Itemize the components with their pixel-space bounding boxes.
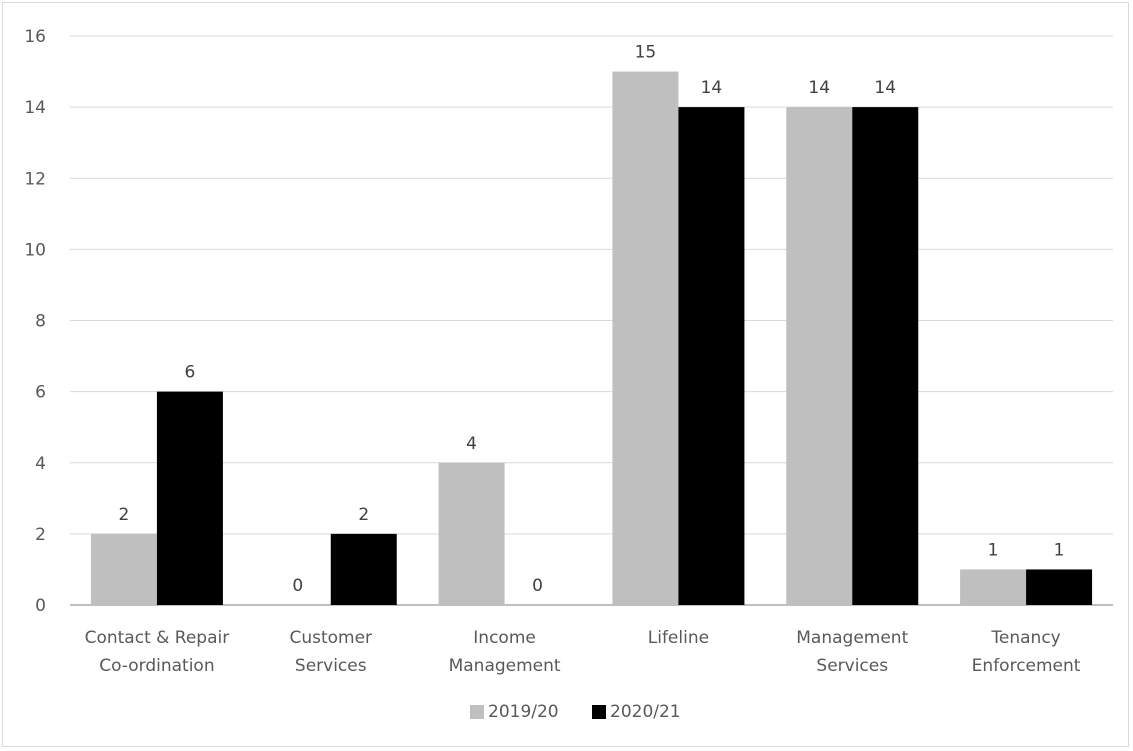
data-label: 14 (808, 78, 830, 98)
data-label: 14 (701, 78, 723, 98)
bar-2019-20-3 (612, 71, 679, 605)
y-tick-label: 12 (24, 169, 46, 189)
x-category-label: Lifeline (648, 628, 709, 648)
bars (90, 71, 1093, 605)
y-tick-label: 2 (35, 525, 46, 545)
x-category-label: Tenancy (990, 628, 1060, 648)
legend: 2019/20 2020/21 (470, 702, 681, 722)
data-label: 1 (988, 540, 999, 560)
data-label: 2 (358, 505, 369, 525)
bar-2020-21-1 (330, 533, 397, 605)
bar-2019-20-0 (90, 533, 157, 605)
bar-2019-20-4 (786, 107, 853, 605)
x-category-label: Services (816, 656, 888, 676)
data-label: 0 (532, 576, 543, 596)
data-labels: 2 6 0 2 4 0 15 14 14 14 1 1 (119, 43, 1065, 596)
bar-2019-20-5 (960, 569, 1027, 605)
y-tick-label: 4 (35, 454, 46, 474)
legend-label: 2019/20 (488, 702, 559, 722)
legend-label: 2020/21 (610, 702, 681, 722)
y-tick-label: 16 (24, 27, 46, 47)
data-label: 2 (119, 505, 130, 525)
x-category-label: Contact & Repair (85, 628, 230, 648)
data-label: 4 (466, 434, 477, 454)
x-category-label: Services (295, 656, 367, 676)
bar-2020-21-3 (678, 107, 745, 605)
gridlines (70, 35, 1113, 606)
data-label: 14 (874, 78, 896, 98)
x-axis-categories: Contact & Repair Co-ordination Customer Ser… (85, 628, 1081, 676)
x-category-label: Income (473, 628, 536, 648)
x-category-label: Management (796, 628, 908, 648)
x-category-label: Enforcement (972, 656, 1081, 676)
data-label: 1 (1054, 540, 1065, 560)
bar-2020-21-5 (1026, 569, 1093, 605)
bar-2019-20-2 (438, 462, 505, 605)
x-category-label: Co-ordination (99, 656, 214, 676)
bar-2020-21-4 (852, 107, 919, 605)
legend-swatch (470, 705, 484, 719)
legend-swatch (592, 705, 606, 719)
data-label: 6 (185, 363, 196, 383)
y-tick-label: 6 (35, 383, 46, 403)
y-tick-label: 0 (35, 596, 46, 616)
data-label: 15 (635, 43, 657, 63)
data-label: 0 (292, 576, 303, 596)
x-category-label: Customer (289, 628, 372, 648)
y-axis-ticks: 0 2 4 6 8 10 12 14 16 (24, 27, 46, 616)
y-tick-label: 10 (24, 240, 46, 260)
x-category-label: Management (449, 656, 561, 676)
y-tick-label: 14 (24, 98, 46, 118)
y-tick-label: 8 (35, 312, 46, 332)
bar-2020-21-0 (156, 391, 223, 605)
